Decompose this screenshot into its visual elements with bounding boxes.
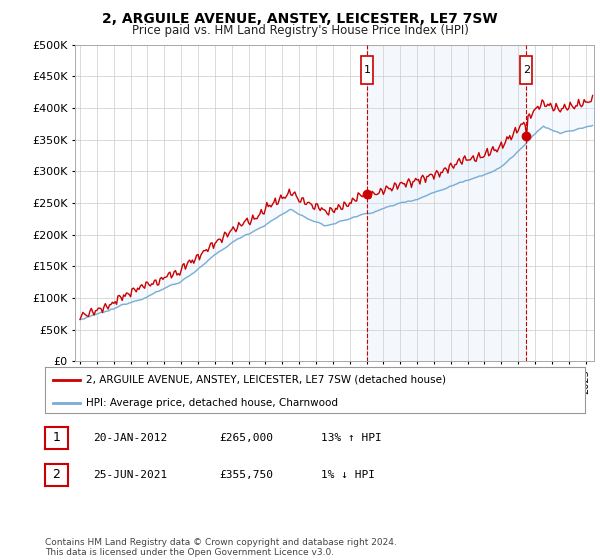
Text: 2: 2	[523, 65, 530, 75]
Text: Price paid vs. HM Land Registry's House Price Index (HPI): Price paid vs. HM Land Registry's House …	[131, 24, 469, 36]
Bar	[367, 45, 526, 361]
FancyBboxPatch shape	[361, 56, 373, 84]
Text: Contains HM Land Registry data © Crown copyright and database right 2024.
This d: Contains HM Land Registry data © Crown c…	[45, 538, 397, 557]
Text: HPI: Average price, detached house, Charnwood: HPI: Average price, detached house, Char…	[86, 398, 337, 408]
Text: 1% ↓ HPI: 1% ↓ HPI	[321, 470, 375, 480]
Text: 2, ARGUILE AVENUE, ANSTEY, LEICESTER, LE7 7SW: 2, ARGUILE AVENUE, ANSTEY, LEICESTER, LE…	[102, 12, 498, 26]
Text: 1: 1	[52, 431, 61, 445]
Text: £265,000: £265,000	[219, 433, 273, 443]
Text: 2, ARGUILE AVENUE, ANSTEY, LEICESTER, LE7 7SW (detached house): 2, ARGUILE AVENUE, ANSTEY, LEICESTER, LE…	[86, 375, 445, 385]
Text: 13% ↑ HPI: 13% ↑ HPI	[321, 433, 382, 443]
Text: £355,750: £355,750	[219, 470, 273, 480]
Text: 2: 2	[52, 468, 61, 482]
Text: 20-JAN-2012: 20-JAN-2012	[93, 433, 167, 443]
Text: 1: 1	[364, 65, 371, 75]
FancyBboxPatch shape	[520, 56, 532, 84]
Text: 25-JUN-2021: 25-JUN-2021	[93, 470, 167, 480]
